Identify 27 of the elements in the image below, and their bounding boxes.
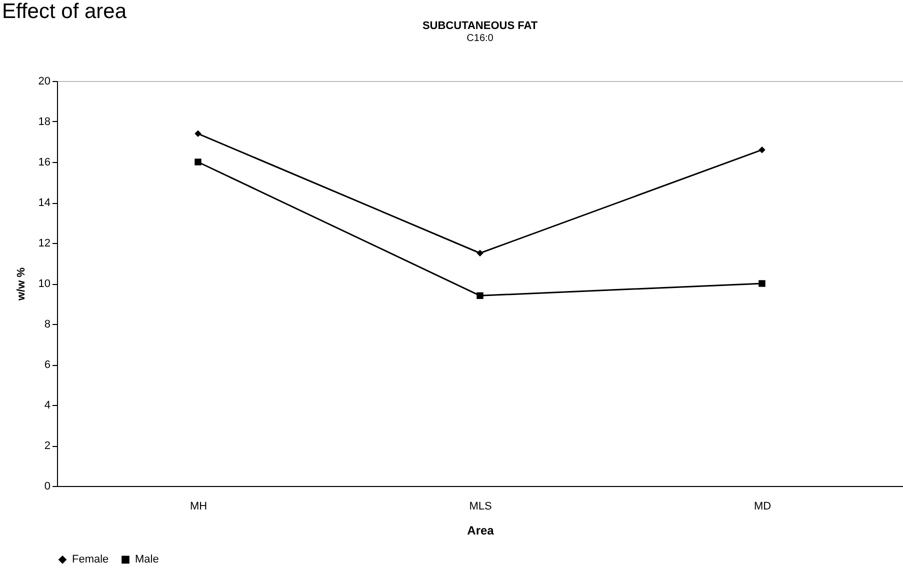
y-tick-label: 4 bbox=[44, 400, 50, 412]
x-axis-title: Area bbox=[467, 524, 494, 538]
text: Effect of area bbox=[2, 0, 127, 24]
point bbox=[758, 146, 766, 154]
y-tick-label: 8 bbox=[44, 318, 50, 330]
point bbox=[758, 280, 766, 287]
y-tick-label: 6 bbox=[44, 359, 50, 371]
chart-subtitle: C16:0 bbox=[466, 33, 494, 44]
x-tick-label: MD bbox=[754, 500, 772, 512]
legend-label: Male bbox=[135, 554, 159, 566]
y-tick-label: 0 bbox=[44, 480, 50, 492]
y-tick-label: 12 bbox=[38, 238, 50, 250]
y-tick-label: 16 bbox=[38, 156, 50, 168]
point bbox=[476, 292, 484, 300]
point bbox=[476, 250, 484, 256]
point bbox=[194, 130, 202, 138]
y-tick-label: 14 bbox=[38, 197, 50, 209]
legend-label: Female bbox=[72, 554, 109, 566]
y-axis-title: w/w % bbox=[15, 267, 28, 302]
x-tick-label: MLS bbox=[469, 500, 492, 512]
y-tick-label: 18 bbox=[38, 116, 50, 128]
point bbox=[194, 158, 202, 166]
y-tick-label: 20 bbox=[38, 76, 50, 88]
chart-title: SUBCUTANEOUS FAT bbox=[422, 20, 538, 32]
y-tick-label: 2 bbox=[44, 440, 50, 452]
x-tick-label: MH bbox=[190, 500, 208, 512]
y-tick-label: 10 bbox=[38, 278, 50, 290]
